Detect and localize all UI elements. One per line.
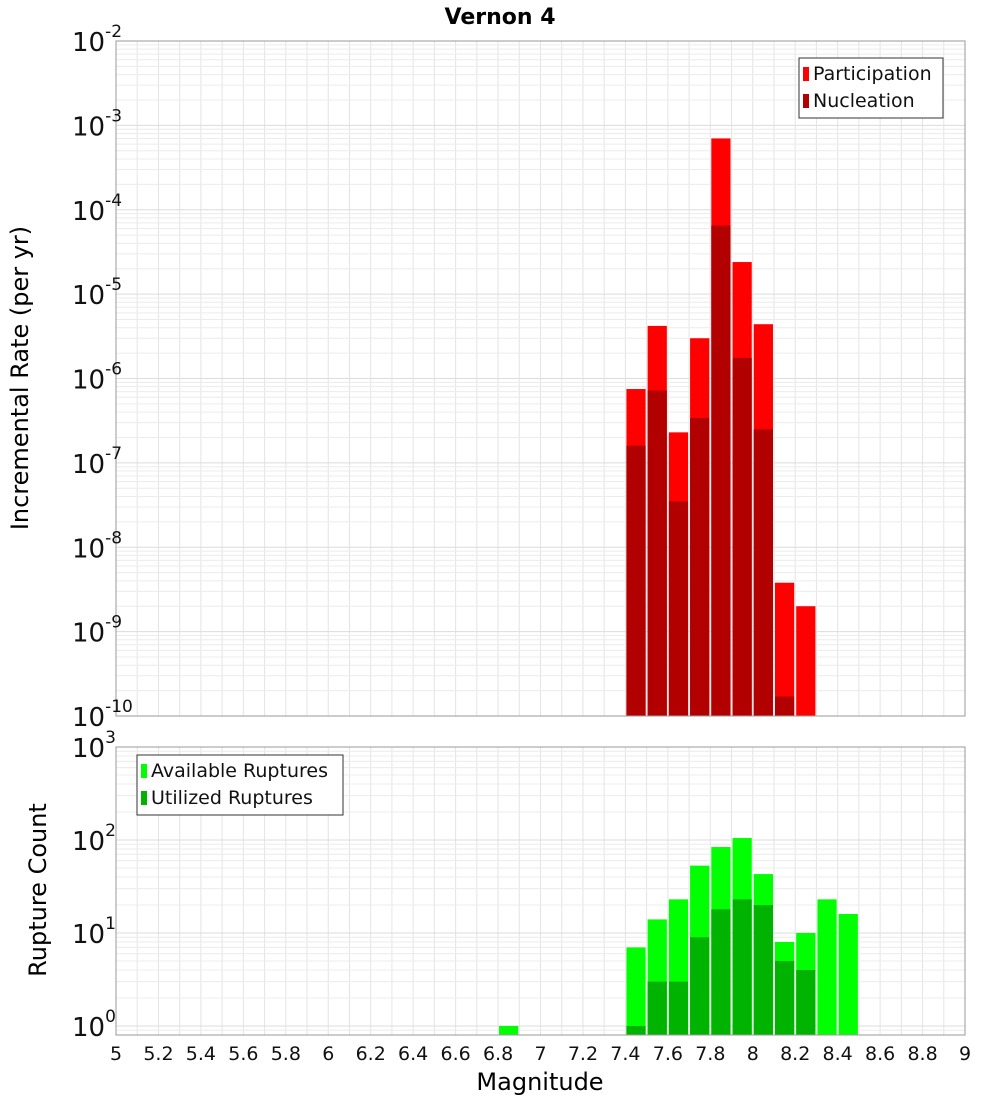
top-bar-series2	[647, 390, 667, 716]
x-tick-label: 5.2	[143, 1043, 173, 1065]
top-bar-series2	[774, 696, 795, 716]
bottom-plot: 100 101 102 103 Available Ruptures Utilized R…	[72, 728, 966, 1043]
top-legend-label: Nucleation	[813, 90, 915, 112]
bottom-bar-series2	[774, 960, 795, 1035]
bottom-legend-label: Available Ruptures	[151, 760, 328, 782]
bottom-bar-series1	[499, 1025, 519, 1035]
x-tick-label: 7.2	[568, 1043, 598, 1065]
top-legend-box	[798, 57, 944, 119]
bottom-y-tick-labels: 100 101 102 103	[72, 728, 116, 1043]
x-tick-label: 8.4	[823, 1043, 853, 1065]
bottom-legend: Available Ruptures Utilized Ruptures	[136, 754, 344, 816]
x-tick-label: 7.6	[653, 1043, 683, 1065]
bottom-legend-label: Utilized Ruptures	[151, 787, 313, 809]
bottom-y-axis-label: Rupture Count	[24, 803, 52, 977]
bottom-bar-series2	[753, 904, 773, 1035]
top-plot: 10-10 10-9 10-8 10-7 10-6 10-5 10-4 10-3 10-2 Par…	[72, 22, 966, 733]
x-tick-label: 6.8	[483, 1043, 513, 1065]
top-y-axis-label: Incremental Rate (per yr)	[6, 226, 34, 530]
bottom-legend-swatch	[141, 764, 147, 778]
bottom-y-tick-label: 102	[72, 821, 116, 857]
bottom-legend-swatch	[141, 791, 147, 805]
top-bar-series2	[753, 429, 773, 716]
x-tick-label: 8.8	[907, 1043, 937, 1065]
top-legend-swatch	[803, 94, 809, 108]
x-tick-label: 8.2	[780, 1043, 810, 1065]
bottom-bar-series2	[732, 899, 752, 1035]
bottom-bar-series2	[711, 909, 731, 1035]
bottom-bar-series1	[626, 947, 646, 1035]
x-tick-label: 5.8	[271, 1043, 301, 1065]
top-legend-swatch	[803, 67, 809, 81]
top-y-tick-label: 10-2	[72, 22, 122, 58]
x-tick-label: 5.4	[186, 1043, 216, 1065]
top-plot-border	[115, 40, 966, 717]
x-tick-label: 6	[322, 1043, 334, 1065]
top-y-tick-label: 10-5	[72, 275, 122, 311]
top-bars	[626, 138, 816, 717]
top-bar-series1	[774, 582, 795, 716]
x-tick-label: 7.8	[695, 1043, 725, 1065]
bottom-y-tick-label: 101	[72, 914, 116, 950]
x-tick-label: 6.2	[356, 1043, 386, 1065]
x-tick-label: 7.4	[610, 1043, 640, 1065]
bottom-bar-series1	[817, 899, 837, 1035]
top-y-tick-labels: 10-10 10-9 10-8 10-7 10-6 10-5 10-4 10-3 10-2	[72, 22, 133, 733]
chart-title: Vernon 4	[445, 5, 556, 30]
x-tick-label: 9	[959, 1043, 971, 1065]
top-y-tick-label: 10-7	[72, 444, 122, 480]
bottom-bar-series2	[796, 969, 816, 1035]
bottom-plot-border	[115, 746, 966, 1036]
bottom-y-tick-label: 100	[72, 1007, 116, 1043]
x-axis-label: Magnitude	[476, 1068, 603, 1096]
bottom-bar-series2	[690, 937, 710, 1035]
x-tick-label: 8	[747, 1043, 759, 1065]
x-tick-label: 6.4	[398, 1043, 428, 1065]
top-y-tick-label: 10-4	[72, 191, 122, 227]
bottom-bar-series2	[626, 1025, 646, 1035]
x-tick-label: 6.6	[440, 1043, 470, 1065]
top-legend-label: Participation	[813, 63, 932, 85]
top-y-tick-label: 10-6	[72, 360, 122, 396]
top-legend: Participation Nucleation	[798, 57, 944, 119]
bottom-bar-series1	[838, 914, 858, 1035]
top-bar-series1	[796, 606, 816, 716]
x-tick-labels: 5 5.2 5.4 5.6 5.8 6 6.2 6.4 6.6 6.8 7 7.2 7.4 7.6 7.8 8…	[110, 1043, 971, 1065]
x-tick-label: 5	[110, 1043, 122, 1065]
top-y-tick-label: 10-3	[72, 106, 122, 142]
top-bar-series2	[732, 357, 752, 716]
bottom-legend-box	[136, 754, 344, 816]
top-bar-series2	[668, 501, 689, 716]
x-tick-label: 5.6	[228, 1043, 258, 1065]
top-bar-series2	[626, 445, 646, 716]
top-grid	[115, 40, 966, 717]
top-y-tick-label: 10-8	[72, 528, 122, 564]
top-bar-series2	[690, 418, 710, 716]
x-tick-label: 8.6	[865, 1043, 895, 1065]
bottom-bar-series2	[647, 981, 667, 1035]
top-y-tick-label: 10-10	[72, 697, 133, 733]
top-y-tick-label: 10-9	[72, 613, 122, 649]
x-tick-label: 7	[534, 1043, 546, 1065]
top-bar-series2	[711, 225, 731, 716]
bottom-bars	[499, 838, 858, 1035]
bottom-bar-series2	[668, 981, 689, 1035]
bottom-y-tick-label: 103	[72, 728, 116, 764]
